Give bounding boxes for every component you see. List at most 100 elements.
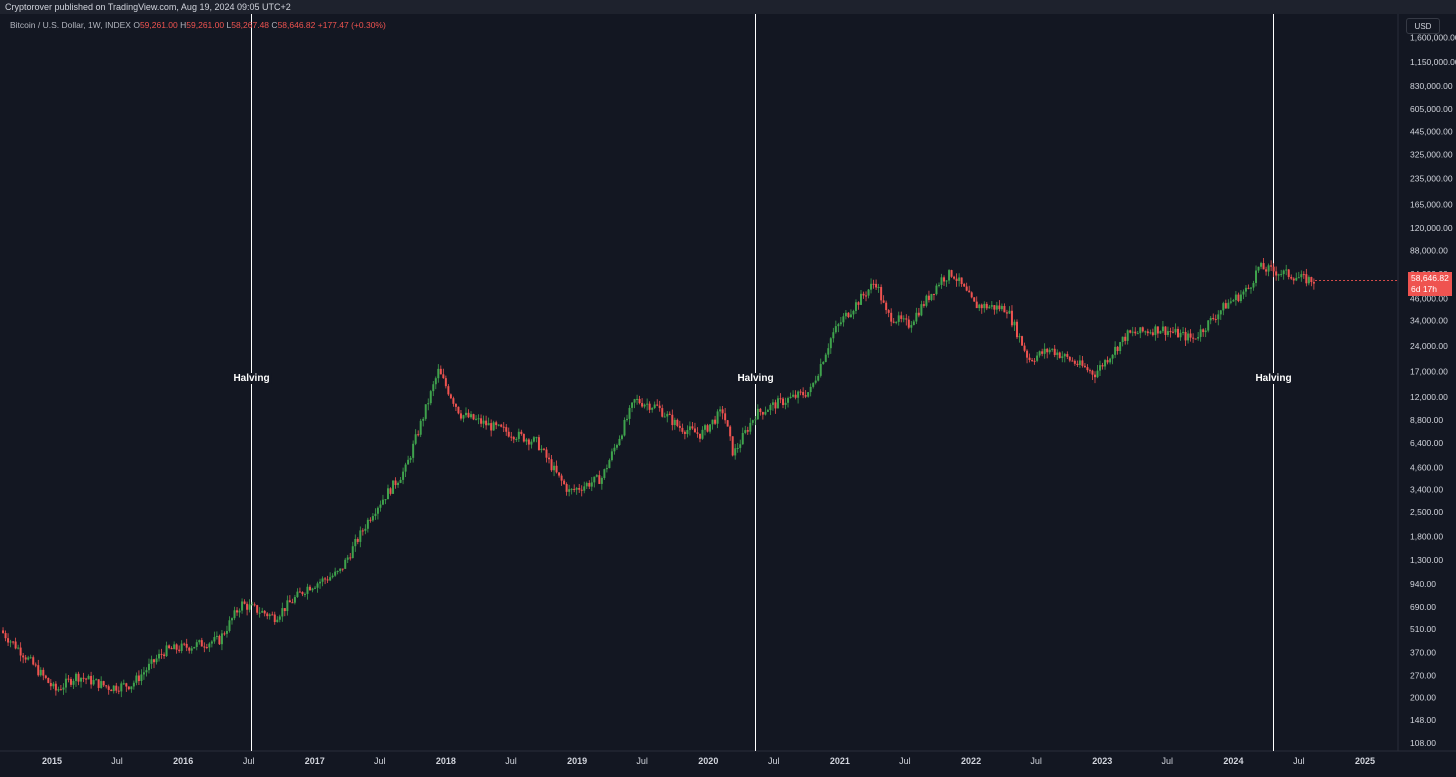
published-header: Cryptorover published on TradingView.com… (0, 0, 1456, 14)
candle-down (706, 425, 709, 432)
candle-down (1202, 329, 1205, 333)
candle-down (782, 398, 785, 405)
candle-down (127, 686, 130, 690)
candle-down (125, 683, 128, 687)
candle-up (281, 608, 284, 617)
candle-down (759, 408, 762, 413)
candle-down (565, 484, 568, 492)
candle-down (59, 689, 62, 691)
candle-up (1161, 326, 1164, 332)
candle-up (306, 586, 309, 594)
candle-down (794, 394, 797, 398)
candle-up (112, 685, 115, 692)
x-tick-label: 2022 (961, 756, 981, 766)
candle-down (917, 312, 920, 316)
candle-up (744, 430, 747, 433)
candle-up (1119, 342, 1122, 352)
candle-up (190, 648, 193, 651)
candle-down (502, 426, 505, 428)
x-tick-label: Jul (505, 756, 517, 766)
candle-up (553, 465, 556, 471)
x-tick-label: Jul (768, 756, 780, 766)
candle-down (218, 635, 221, 645)
candle-up (839, 322, 842, 325)
y-tick-label: 8,800.00 (1410, 415, 1443, 425)
candle-up (877, 287, 880, 289)
y-tick-label: 24,000.00 (1410, 341, 1448, 351)
candle-down (160, 653, 163, 655)
candle-down (714, 419, 717, 424)
candle-down (950, 270, 953, 277)
candle-up (860, 293, 862, 305)
candle-down (598, 475, 601, 484)
candle-down (467, 412, 470, 418)
y-tick-label: 830,000.00 (1410, 81, 1453, 91)
candle-up (935, 285, 938, 295)
candle-up (1234, 294, 1237, 301)
last-price-tag: 58,646.82 6d 17h (1408, 272, 1452, 297)
candle-down (724, 413, 727, 421)
y-tick-label: 120,000.00 (1410, 223, 1453, 233)
candle-down (580, 489, 583, 491)
candle-up (344, 559, 347, 569)
candle-up (827, 348, 830, 355)
candle-down (283, 608, 286, 612)
candle-down (542, 448, 545, 450)
candle-down (887, 310, 890, 313)
y-tick-label: 235,000.00 (1410, 173, 1453, 183)
candle-up (613, 447, 616, 452)
candle-up (475, 418, 478, 420)
candle-up (210, 641, 213, 644)
candle-up (9, 641, 12, 643)
candle-up (610, 451, 613, 461)
candle-up (225, 630, 228, 634)
candle-down (761, 412, 764, 415)
price-chart[interactable]: 1,600,000.00 1,150,000.00 830,000.00 605,00… (0, 14, 1456, 777)
chart-frame[interactable]: 1,600,000.00 1,150,000.00 830,000.00 605,00… (0, 14, 1456, 777)
candle-up (937, 284, 940, 286)
candle-down (520, 431, 523, 435)
candle-down (77, 673, 80, 682)
candle-down (862, 293, 865, 296)
candle-down (1091, 370, 1094, 375)
candle-down (170, 648, 173, 650)
candle-down (588, 483, 591, 487)
x-tick-label: 2025 (1355, 756, 1375, 766)
candle-down (1023, 345, 1026, 351)
candle-down (308, 586, 311, 591)
candle-up (852, 310, 855, 315)
currency-button[interactable]: USD (1406, 18, 1440, 34)
candle-up (409, 457, 412, 460)
candle-down (905, 318, 908, 320)
candle-down (107, 686, 110, 690)
price-axis-panel[interactable] (1398, 14, 1456, 777)
candle-up (432, 384, 435, 392)
x-tick-label: Jul (374, 756, 386, 766)
candle-up (1136, 333, 1139, 335)
candle-up (688, 426, 691, 431)
candle-up (1204, 330, 1207, 333)
candle-up (585, 483, 588, 487)
candle-up (39, 669, 42, 676)
y-tick-label: 2,500.00 (1410, 507, 1443, 517)
candle-down (185, 643, 188, 648)
candle-up (983, 303, 986, 309)
candle-up (208, 643, 211, 648)
candle-up (427, 403, 430, 405)
candle-up (364, 528, 367, 531)
high-value: 59,261.00 (186, 20, 225, 30)
candle-up (1209, 317, 1212, 321)
candle-up (261, 610, 264, 613)
candle-up (477, 418, 480, 420)
candle-up (1187, 333, 1190, 341)
x-tick-label: 2021 (830, 756, 850, 766)
high-label: H (180, 20, 187, 30)
candle-down (638, 398, 641, 404)
candle-up (1131, 331, 1134, 333)
candle-down (34, 664, 37, 666)
candle-down (490, 423, 493, 431)
candle-up (1207, 320, 1210, 331)
y-tick-label: 108.00 (1410, 738, 1436, 748)
candle-up (482, 420, 485, 424)
candle-up (424, 404, 427, 419)
